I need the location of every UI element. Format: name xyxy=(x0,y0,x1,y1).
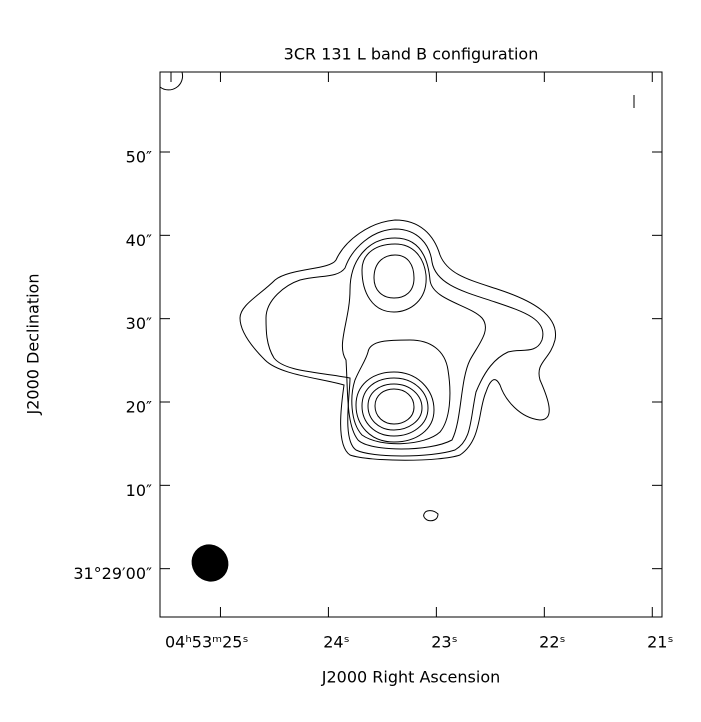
beam xyxy=(191,544,229,582)
contour xyxy=(373,254,415,299)
x-tick-label: 04ʰ53ᵐ25ˢ xyxy=(165,633,249,652)
x-tick-label: 24ˢ xyxy=(323,633,349,652)
x-tick-label: 23ˢ xyxy=(431,633,457,652)
y-tick-label: 50″ xyxy=(126,148,152,167)
contours xyxy=(239,219,556,522)
corner-mark xyxy=(159,71,184,91)
plot-frame xyxy=(159,71,663,618)
y-axis-label: J2000 Declination xyxy=(24,274,43,416)
y-tick-label: 40″ xyxy=(126,231,152,250)
y-tick-label: 30″ xyxy=(126,314,152,333)
contour xyxy=(265,228,544,457)
y-tick-label: 10″ xyxy=(126,481,152,500)
contour xyxy=(351,339,451,445)
contour xyxy=(361,377,429,437)
chart-title: 3CR 131 L band B configuration xyxy=(284,45,539,64)
contour xyxy=(361,243,427,313)
contour xyxy=(423,510,439,522)
y-tick-label: 20″ xyxy=(126,398,152,417)
x-tick-label: 22ˢ xyxy=(539,633,565,652)
x-axis-label: J2000 Right Ascension xyxy=(321,668,501,687)
contour xyxy=(367,383,423,431)
contour xyxy=(374,388,415,425)
contour xyxy=(239,219,556,461)
y-tick-label: 31°29′00″ xyxy=(73,564,152,583)
contour xyxy=(341,237,486,450)
x-tick-label: 21ˢ xyxy=(647,633,673,652)
contour xyxy=(355,371,435,443)
